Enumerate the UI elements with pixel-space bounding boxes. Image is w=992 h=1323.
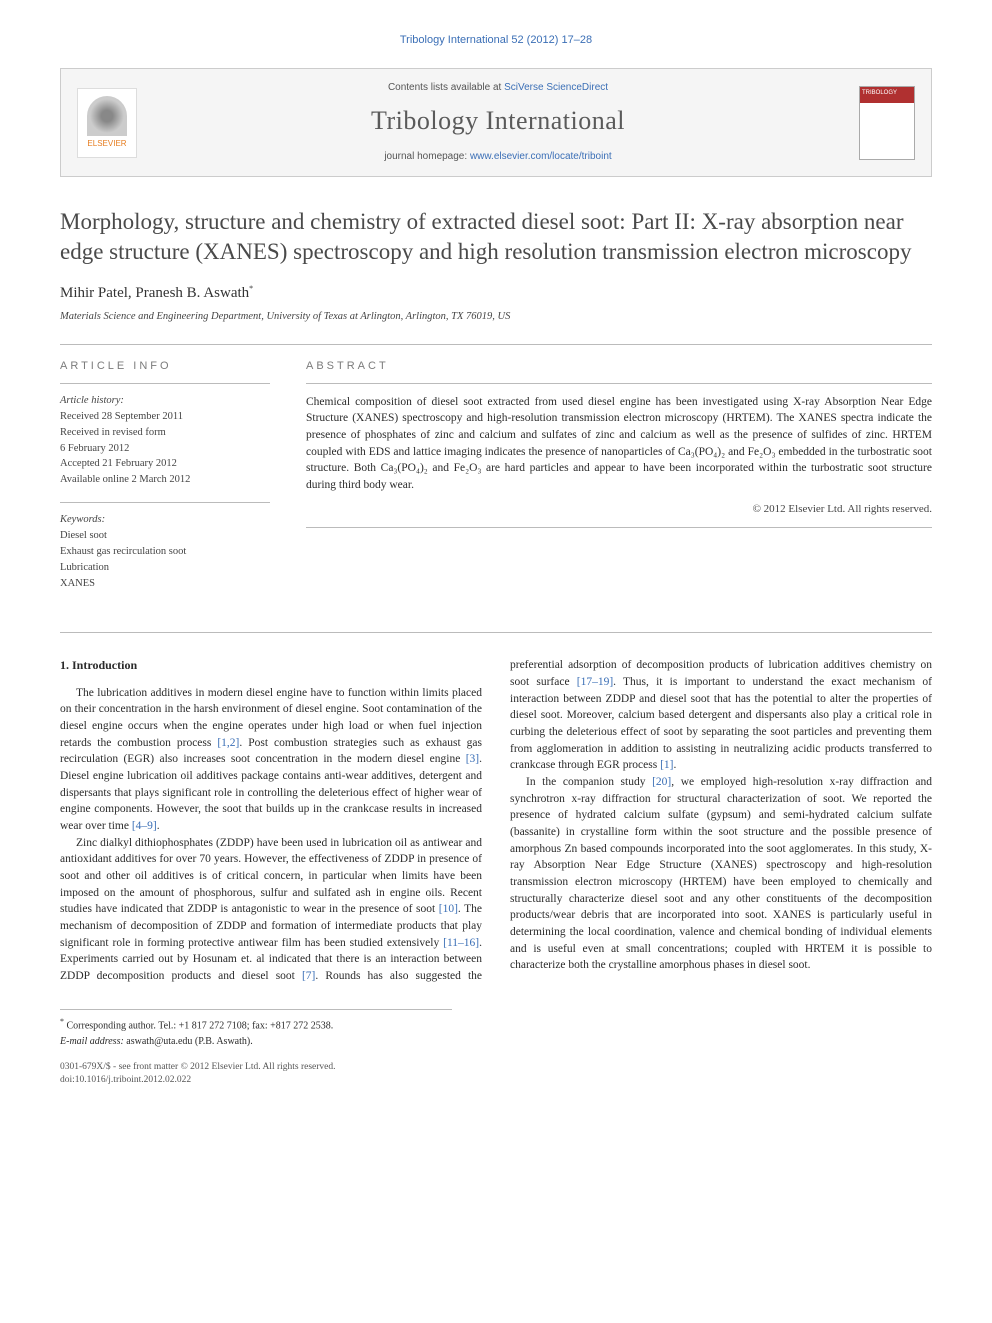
front-matter-line: 0301-679X/$ - see front matter © 2012 El… (60, 1061, 452, 1074)
journal-reference: Tribology International 52 (2012) 17–28 (400, 34, 592, 46)
divider (60, 383, 270, 384)
body-text: 1. Introduction The lubrication additive… (60, 657, 932, 984)
homepage-line: journal homepage: www.elsevier.com/locat… (153, 150, 843, 164)
divider (60, 632, 932, 633)
divider (306, 527, 932, 528)
abstract-copyright: © 2012 Elsevier Ltd. All rights reserved… (306, 502, 932, 517)
citation-link[interactable]: [20] (652, 776, 671, 788)
doi-line: doi:10.1016/j.triboint.2012.02.022 (60, 1074, 452, 1087)
corr-note: * Corresponding author. Tel.: +1 817 272… (60, 1016, 452, 1033)
email-address: aswath@uta.edu (P.B. Aswath). (126, 1036, 252, 1047)
contents-line: Contents lists available at SciVerse Sci… (153, 81, 843, 95)
citation-link[interactable]: [17–19] (577, 676, 613, 688)
cover-text: TRIBOLOGY (862, 90, 897, 96)
abstract-block: ABSTRACT Chemical composition of diesel … (306, 359, 932, 592)
citation-link[interactable]: [7] (302, 970, 315, 982)
citation-link[interactable]: [1] (660, 759, 673, 771)
article-title: Morphology, structure and chemistry of e… (60, 207, 932, 267)
abstract-text: Chemical composition of diesel soot extr… (306, 394, 932, 494)
publisher-logo: ELSEVIER (77, 88, 137, 158)
elsevier-tree-icon (87, 96, 127, 136)
article-info-heading: ARTICLE INFO (60, 359, 270, 374)
history-line: 6 February 2012 (60, 442, 270, 457)
keywords-label: Keywords: (60, 502, 270, 528)
history-label: Article history: (60, 394, 270, 409)
keyword: Exhaust gas recirculation soot (60, 545, 270, 560)
keyword: XANES (60, 577, 270, 592)
citation-link[interactable]: [4–9] (132, 820, 157, 832)
section-title: Introduction (72, 658, 137, 672)
article-info-row: ARTICLE INFO Article history: Received 2… (60, 359, 932, 592)
section-heading: 1. Introduction (60, 657, 482, 674)
history-line: Received in revised form (60, 426, 270, 441)
history-line: Available online 2 March 2012 (60, 473, 270, 488)
abstract-heading: ABSTRACT (306, 359, 932, 374)
article-info-left: ARTICLE INFO Article history: Received 2… (60, 359, 270, 592)
banner-center: Contents lists available at SciVerse Sci… (153, 81, 843, 163)
keyword: Lubrication (60, 561, 270, 576)
journal-cover-thumbnail: TRIBOLOGY (859, 86, 915, 160)
article-content: Morphology, structure and chemistry of e… (0, 177, 992, 1128)
divider (60, 344, 932, 345)
journal-name: Tribology International (153, 103, 843, 139)
sciencedirect-link[interactable]: SciVerse ScienceDirect (504, 82, 608, 93)
citation-link[interactable]: [3] (466, 753, 479, 765)
paragraph: In the companion study [20], we employed… (510, 774, 932, 974)
homepage-prefix: journal homepage: (384, 151, 470, 162)
history-line: Received 28 September 2011 (60, 410, 270, 425)
keyword: Diesel soot (60, 529, 270, 544)
section-number: 1. (60, 658, 69, 672)
email-label: E-mail address: (60, 1036, 124, 1047)
email-line: E-mail address: aswath@uta.edu (P.B. Asw… (60, 1035, 452, 1049)
affiliation: Materials Science and Engineering Depart… (60, 310, 932, 325)
contents-prefix: Contents lists available at (388, 82, 504, 93)
citation-link[interactable]: [1,2] (217, 737, 239, 749)
page-top: Tribology International 52 (2012) 17–28 (0, 0, 992, 58)
divider (306, 383, 932, 384)
citation-link[interactable]: [10] (439, 903, 458, 915)
authors-text: Mihir Patel, Pranesh B. Aswath (60, 285, 249, 301)
corr-marker: * (249, 284, 253, 293)
journal-banner: ELSEVIER Contents lists available at Sci… (60, 68, 932, 176)
history-line: Accepted 21 February 2012 (60, 457, 270, 472)
paragraph: The lubrication additives in modern dies… (60, 685, 482, 835)
footer-meta: 0301-679X/$ - see front matter © 2012 El… (60, 1061, 452, 1088)
author-list: Mihir Patel, Pranesh B. Aswath* (60, 283, 932, 304)
publisher-logo-text: ELSEVIER (87, 138, 126, 149)
corresponding-author-footer: * Corresponding author. Tel.: +1 817 272… (60, 1009, 452, 1088)
homepage-link[interactable]: www.elsevier.com/locate/triboint (470, 151, 612, 162)
citation-link[interactable]: [11–16] (443, 937, 479, 949)
